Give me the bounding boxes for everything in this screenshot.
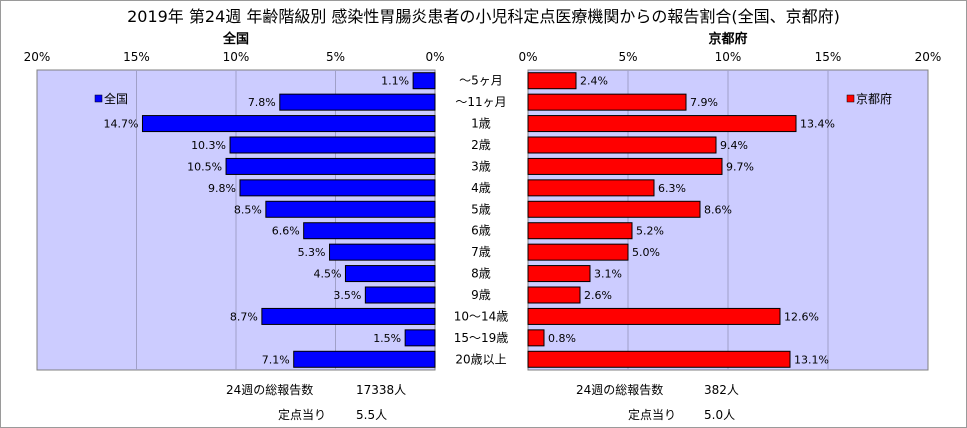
national-total-reports-label: 24週の総報告数 xyxy=(226,383,314,397)
national-data-label: 7.1% xyxy=(262,353,290,366)
national-bar xyxy=(412,72,436,90)
category-label: 3歳 xyxy=(471,159,491,173)
national-data-label: 6.6% xyxy=(272,225,300,238)
kyoto-bar xyxy=(527,136,717,154)
category-label: 7歳 xyxy=(471,245,491,259)
kyoto-bar xyxy=(527,307,781,325)
kyoto-bar xyxy=(527,222,633,240)
national-bar xyxy=(239,179,436,197)
kyoto-bar xyxy=(527,243,629,261)
kyoto-tick-label: 15% xyxy=(815,50,842,64)
kyoto-bar xyxy=(527,200,701,218)
category-label: 6歳 xyxy=(471,224,491,238)
category-label: 5歳 xyxy=(471,202,491,216)
national-per-site-value: 5.5人 xyxy=(356,408,388,422)
kyoto-data-label: 8.6% xyxy=(704,203,732,216)
national-tick-label: 10% xyxy=(223,50,250,64)
national-bar xyxy=(141,115,436,133)
national-bar xyxy=(229,136,436,154)
national-data-label: 1.5% xyxy=(373,332,401,345)
kyoto-data-label: 13.4% xyxy=(800,118,835,131)
national-legend-label: 全国 xyxy=(104,91,128,106)
national-tick-label: 5% xyxy=(326,50,345,64)
national-bar xyxy=(329,243,436,261)
kyoto-data-label: 5.2% xyxy=(636,225,664,238)
kyoto-tick-label: 5% xyxy=(618,50,637,64)
national-data-label: 10.5% xyxy=(187,160,222,173)
national-bar xyxy=(225,157,436,175)
category-label: 15～19歳 xyxy=(454,331,509,345)
kyoto-bar xyxy=(527,265,591,283)
national-data-label: 5.3% xyxy=(298,246,326,259)
category-label: 1歳 xyxy=(471,117,491,131)
category-label: 2歳 xyxy=(471,138,491,152)
national-data-label: 4.5% xyxy=(313,268,341,281)
kyoto-bar xyxy=(527,157,723,175)
national-data-label: 7.8% xyxy=(248,96,276,109)
kyoto-per-site-label: 定点当り xyxy=(628,408,677,422)
kyoto-bar xyxy=(527,115,797,133)
kyoto-data-label: 2.6% xyxy=(584,289,612,302)
national-data-label: 1.1% xyxy=(381,75,409,88)
kyoto-bar xyxy=(527,286,581,304)
kyoto-tick-label: 20% xyxy=(915,50,942,64)
national-bar xyxy=(279,93,436,111)
kyoto-data-label: 12.6% xyxy=(784,310,819,323)
kyoto-bar xyxy=(527,329,545,347)
kyoto-data-label: 9.7% xyxy=(726,160,754,173)
kyoto-data-label: 13.1% xyxy=(794,353,829,366)
national-data-label: 3.5% xyxy=(333,289,361,302)
category-label: ～5ヶ月 xyxy=(459,74,503,88)
national-bar xyxy=(364,286,436,304)
national-bar xyxy=(261,307,436,325)
kyoto-bar xyxy=(527,179,655,197)
category-label: 9歳 xyxy=(471,288,491,302)
kyoto-data-label: 7.9% xyxy=(690,96,718,109)
national-data-label: 8.7% xyxy=(230,310,258,323)
kyoto-bar xyxy=(527,350,791,368)
kyoto-tick-label: 0% xyxy=(518,50,537,64)
national-legend-swatch xyxy=(94,94,103,103)
national-data-label: 8.5% xyxy=(234,203,262,216)
national-bar xyxy=(303,222,436,240)
kyoto-legend-swatch xyxy=(846,94,855,103)
chart-title: 2019年 第24週 年齢階級別 感染性胃腸炎患者の小児科定点医療機関からの報告… xyxy=(127,7,840,26)
kyoto-bar xyxy=(527,93,687,111)
national-bar xyxy=(293,350,436,368)
national-panel-title: 全国 xyxy=(222,31,249,47)
national-per-site-label: 定点当り xyxy=(278,408,327,422)
category-label: 20歳以上 xyxy=(455,352,506,366)
national-bar xyxy=(344,265,436,283)
kyoto-data-label: 0.8% xyxy=(548,332,576,345)
kyoto-panel-title: 京都府 xyxy=(708,31,747,47)
national-total-reports-value: 17338人 xyxy=(356,383,407,397)
kyoto-tick-label: 10% xyxy=(715,50,742,64)
national-data-label: 14.7% xyxy=(104,118,139,131)
kyoto-data-label: 9.4% xyxy=(720,139,748,152)
category-label: 4歳 xyxy=(471,181,491,195)
kyoto-total-reports-value: 382人 xyxy=(704,383,739,397)
national-bar xyxy=(404,329,436,347)
kyoto-data-label: 5.0% xyxy=(632,246,660,259)
kyoto-legend-label: 京都府 xyxy=(856,91,892,106)
national-bar xyxy=(265,200,436,218)
category-label: ～11ヶ月 xyxy=(455,95,506,109)
category-label: 10～14歳 xyxy=(454,309,509,323)
national-tick-label: 0% xyxy=(425,50,444,64)
national-data-label: 9.8% xyxy=(208,182,236,195)
kyoto-data-label: 2.4% xyxy=(580,75,608,88)
national-tick-label: 20% xyxy=(24,50,51,64)
category-label: 8歳 xyxy=(471,267,491,281)
national-data-label: 10.3% xyxy=(191,139,226,152)
national-tick-label: 15% xyxy=(123,50,150,64)
kyoto-bar xyxy=(527,72,577,90)
kyoto-per-site-value: 5.0人 xyxy=(704,408,736,422)
kyoto-data-label: 6.3% xyxy=(658,182,686,195)
kyoto-total-reports-label: 24週の総報告数 xyxy=(576,383,664,397)
kyoto-data-label: 3.1% xyxy=(594,268,622,281)
